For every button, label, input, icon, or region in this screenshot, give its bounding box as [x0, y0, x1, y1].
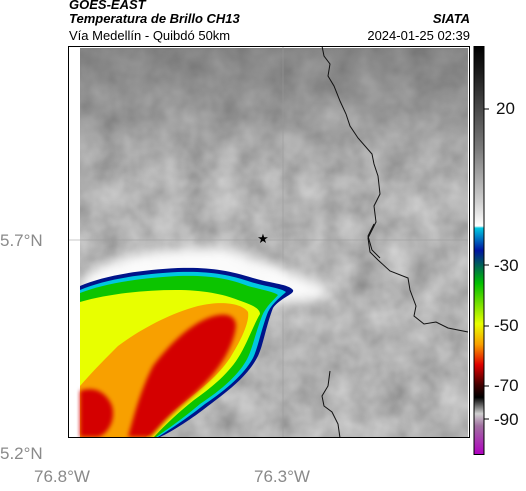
region-label: Vía Medellín - Quibdó 50km [69, 28, 231, 43]
graticule [68, 46, 468, 438]
cloud-red [128, 314, 236, 437]
satellite-name: GOES-EAST [69, 0, 146, 12]
border-lines [321, 46, 469, 438]
map-frame [68, 46, 470, 438]
colorbar-ticks [484, 108, 489, 420]
colorbar-label-minus90: -90 [494, 410, 519, 429]
lat-label-5-2: 5.2°N [0, 444, 43, 463]
colorbar-label-minus50: -50 [494, 316, 519, 335]
lon-label-76-8: 76.8°W [34, 467, 90, 486]
product-title: Temperatura de Brillo CH13 [69, 11, 240, 26]
colorbar-label-minus70: -70 [494, 376, 519, 395]
agency-label: SIATA [432, 11, 470, 26]
timestamp: 2024-01-25 02:39 [367, 28, 470, 43]
lat-label-5-7: 5.7°N [0, 231, 43, 250]
colorbar-label-minus30: -30 [494, 256, 519, 275]
satellite-map: ★ [68, 46, 470, 438]
cloud-red-west [80, 389, 114, 437]
colorbar-label-20: 20 [496, 99, 515, 118]
lon-label-76-3: 76.3°W [254, 467, 310, 486]
colorbar [473, 46, 485, 455]
locator-star-icon: ★ [257, 232, 269, 247]
